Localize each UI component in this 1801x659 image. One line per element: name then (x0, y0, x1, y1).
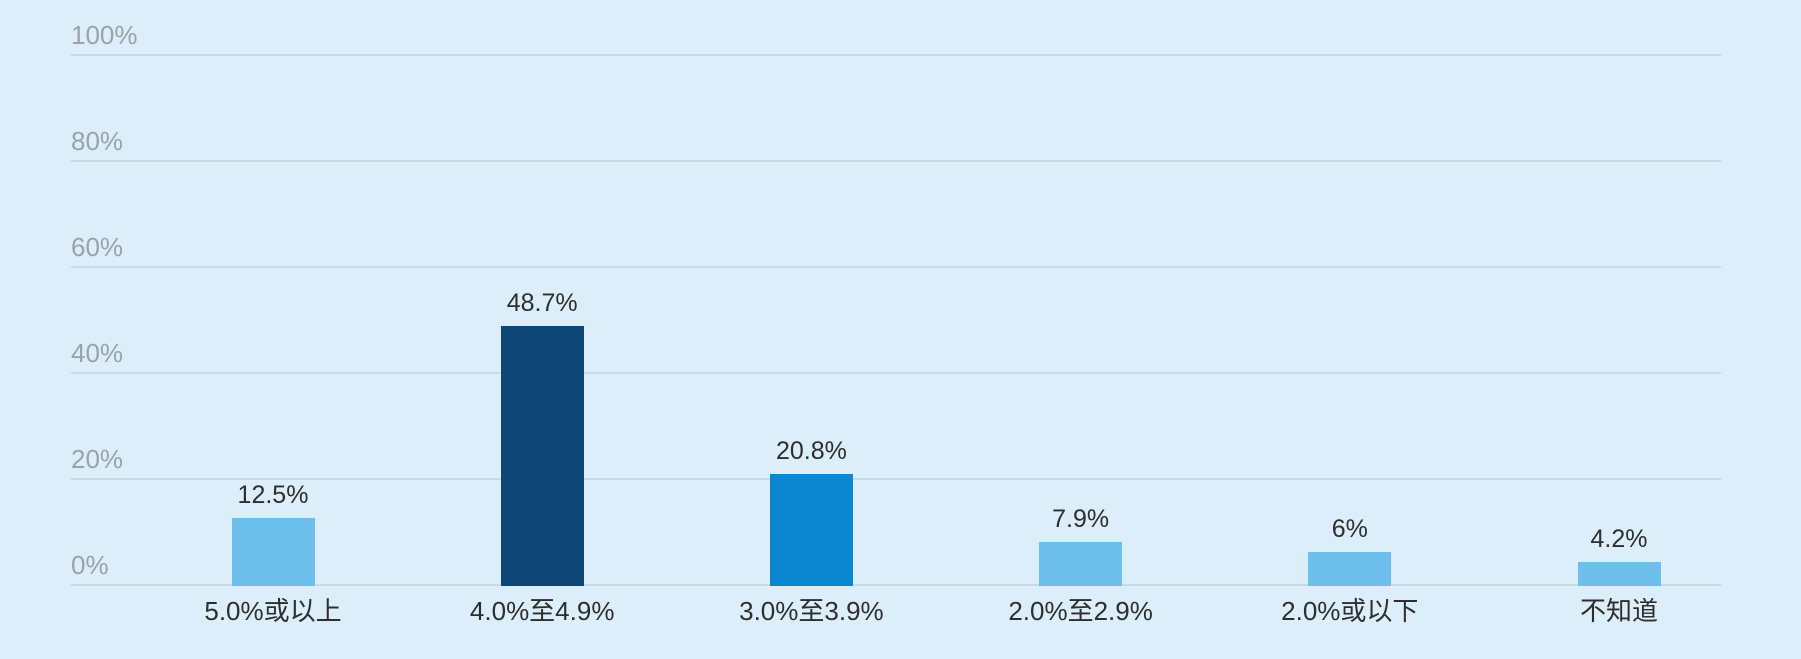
bar-value-label: 20.8% (775, 436, 847, 465)
bar-5[interactable] (1577, 561, 1661, 586)
bar-value-label: 48.7% (506, 288, 578, 317)
bar-2[interactable] (769, 473, 853, 586)
bar-value-label: 7.9% (1052, 505, 1110, 534)
gridline-0 (71, 584, 1721, 586)
bar-1[interactable] (500, 325, 584, 586)
y-axis-label: 60% (71, 232, 124, 262)
bar-value-label: 6% (1331, 515, 1368, 544)
y-axis-label: 40% (71, 338, 124, 368)
category-label: 4.0%至4.9% (469, 596, 615, 626)
bar-0[interactable] (231, 517, 315, 586)
category-label: 2.0%或以下 (1281, 596, 1419, 626)
bar-value-label: 12.5% (237, 480, 309, 509)
gridline-100 (71, 54, 1721, 56)
category-label: 2.0%至2.9% (1008, 596, 1153, 626)
y-axis-label: 80% (71, 126, 124, 156)
category-label: 5.0%或以上 (204, 596, 342, 626)
gridline-60 (71, 266, 1721, 268)
bar-4[interactable] (1308, 552, 1392, 586)
bar-3[interactable] (1039, 542, 1123, 586)
gridline-40 (71, 372, 1721, 374)
gridline-80 (71, 160, 1721, 162)
gridline-20 (71, 478, 1721, 480)
y-axis-label: 20% (71, 444, 124, 474)
category-label: 不知道 (1579, 596, 1658, 626)
bar-value-label: 4.2% (1590, 524, 1648, 553)
y-axis-label: 100% (71, 20, 138, 50)
y-axis-label: 0% (71, 550, 109, 580)
category-label: 3.0%至3.9% (739, 596, 884, 626)
